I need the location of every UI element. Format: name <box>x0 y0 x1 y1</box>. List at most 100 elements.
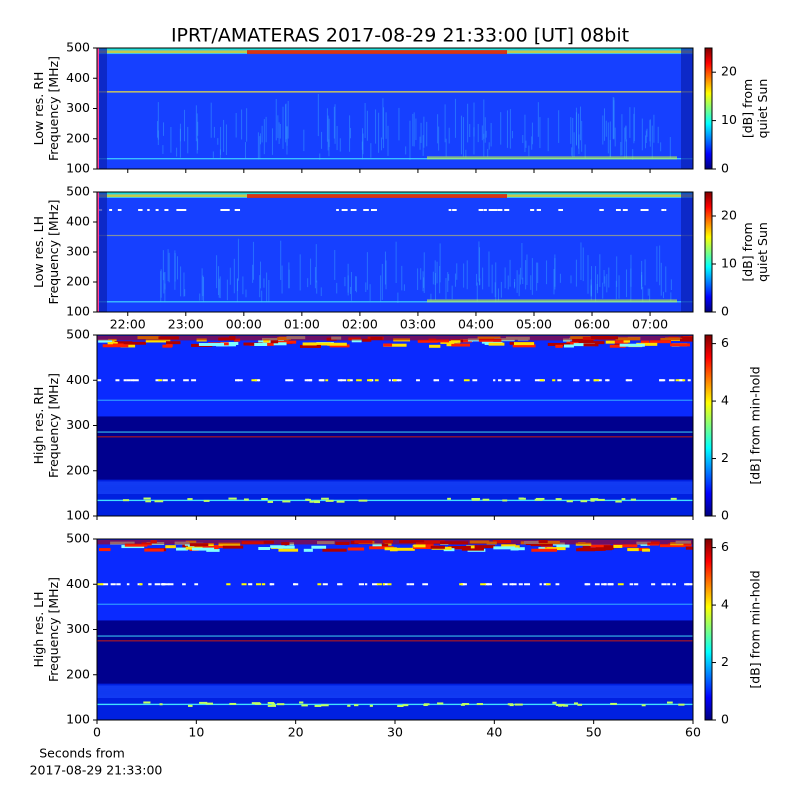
spectrum-streak <box>572 117 574 158</box>
spectrum-streak <box>382 98 384 140</box>
spectrum-dot <box>650 340 671 344</box>
spectrum-streak <box>445 138 447 157</box>
spectrum-streak <box>662 291 664 299</box>
spectrum-streak <box>606 274 608 293</box>
spectrum-dot <box>471 497 481 500</box>
spectrum-band <box>97 635 693 637</box>
spectrum-band <box>97 694 693 696</box>
spectrum-streak <box>630 254 632 287</box>
spectrum-streak <box>430 293 432 301</box>
y-tick-label: 400 <box>66 576 90 591</box>
spectrum-streak <box>546 260 548 285</box>
y-tick-label: 300 <box>66 244 90 259</box>
spectrum-dot <box>325 499 334 502</box>
spectrum-dot <box>293 583 299 586</box>
spectrogram-image <box>97 539 693 720</box>
spectrum-dot <box>538 209 541 211</box>
spectrum-streak <box>609 139 611 158</box>
spectrum-streak <box>491 264 493 294</box>
spectrum-streak <box>162 122 164 136</box>
spectrum-streak <box>506 110 508 148</box>
spectrum-dot <box>203 499 210 502</box>
spectrum-streak <box>500 112 502 145</box>
spectrum-dot <box>320 704 329 707</box>
spectrum-streak <box>653 114 655 143</box>
spectrum-streak <box>626 269 628 298</box>
spectrum-streak <box>336 125 338 151</box>
spectrum-dot <box>397 704 404 707</box>
spectrum-band <box>97 687 693 689</box>
spectrum-streak <box>448 274 450 281</box>
spectrum-streak <box>229 267 231 285</box>
spectrum-dot <box>607 583 610 586</box>
spectrum-edge <box>97 192 107 312</box>
spectrum-dot <box>367 379 372 382</box>
spectrum-dot <box>191 379 197 382</box>
spectrum-streak <box>633 107 635 142</box>
spectrum-dot <box>388 379 391 382</box>
spectrum-dot <box>451 343 471 347</box>
spectrum-dot <box>562 704 569 707</box>
y-axis-label: Low res. LH <box>31 216 46 288</box>
y-tick-label: 400 <box>66 372 90 387</box>
spectrum-band <box>97 686 693 688</box>
spectrum-streak <box>385 260 387 290</box>
spectrum-dot <box>605 379 608 382</box>
spectrum-dot <box>413 544 426 548</box>
y-tick-label: 400 <box>66 70 90 85</box>
x-tick-label: 20 <box>288 725 304 740</box>
spectrum-streak <box>476 282 478 302</box>
spectrum-streak <box>163 272 165 294</box>
spectrum-streak <box>584 144 586 159</box>
spectrum-dot <box>480 583 486 586</box>
spectrum-dot <box>625 379 629 382</box>
spectrum-streak <box>660 262 662 296</box>
y-tick-label: 100 <box>66 161 90 176</box>
spectrum-streak <box>614 127 616 147</box>
spectrum-dot <box>425 583 429 586</box>
spectrum-band <box>97 685 693 687</box>
chart-title: IPRT/AMATERAS 2017-08-29 21:33:00 [UT] 0… <box>171 25 629 47</box>
spectrum-dot <box>611 583 614 586</box>
spectrum-dot <box>267 500 274 503</box>
spectrum-band <box>97 416 693 480</box>
y-tick-label: 300 <box>66 100 90 115</box>
spectrum-dot <box>659 379 666 382</box>
spectrum-dot <box>114 341 133 345</box>
spectrum-streak <box>176 256 178 280</box>
spectrum-streak <box>220 126 222 155</box>
colorbar-label: quiet Sun <box>755 222 770 282</box>
colorbar-tick-label: 10 <box>721 112 737 127</box>
colorbar <box>704 47 713 170</box>
spectrum-streak <box>580 242 582 281</box>
spectrum-dot <box>434 379 440 382</box>
spectrum-streak <box>223 119 225 152</box>
spectrum-streak <box>487 148 489 157</box>
spectrum-streak <box>485 130 487 138</box>
x-tick-label: 0 <box>93 725 101 740</box>
spectrum-streak <box>162 145 164 154</box>
spectrum-dot <box>340 379 347 382</box>
spectrum-dot <box>423 704 428 707</box>
spectrum-streak <box>259 136 261 160</box>
spectrum-dot <box>555 583 560 586</box>
spectrum-streak <box>439 265 441 294</box>
colorbar-label: quiet Sun <box>755 79 770 139</box>
spectrum-dot <box>158 379 162 382</box>
spectrum-dot <box>613 544 638 548</box>
spectrum-streak <box>349 115 351 152</box>
x-tick-label: 40 <box>486 725 502 740</box>
spectrum-streak <box>244 142 246 159</box>
spectrum-streak <box>366 252 368 290</box>
spectrum-streak <box>319 153 321 160</box>
spectrum-dot <box>640 340 650 344</box>
spectrum-streak <box>435 272 437 300</box>
spectrum-streak <box>426 121 428 147</box>
spectrum-dot <box>594 583 600 586</box>
spectrum-streak <box>646 128 648 137</box>
spectrum-dot <box>578 340 594 344</box>
spectrum-dot <box>463 379 470 382</box>
spectrum-band <box>97 483 693 485</box>
spectrum-dot <box>234 379 240 382</box>
